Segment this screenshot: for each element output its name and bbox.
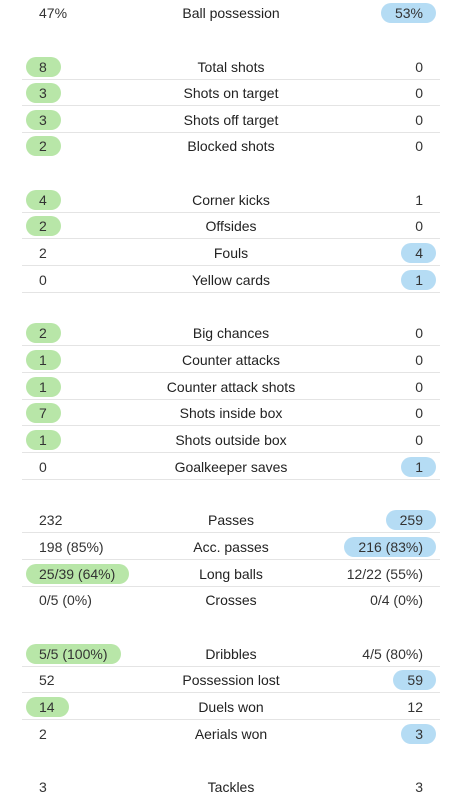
stat-row-shots-off-target: 3 Shots off target 0 (22, 107, 440, 133)
home-value: 4 (26, 190, 61, 210)
stat-label: Big chances (192, 325, 270, 341)
away-value: 0 (415, 432, 423, 448)
home-value: 198 (85%) (39, 539, 104, 555)
home-value: 3 (26, 83, 61, 103)
away-value: 0 (415, 218, 423, 234)
away-value: 0 (415, 352, 423, 368)
stat-label: Acc. passes (193, 539, 269, 555)
home-value: 52 (39, 672, 55, 688)
away-value: 53% (380, 3, 436, 23)
stat-label: Passes (208, 512, 254, 528)
away-value: 59 (393, 670, 436, 690)
stat-row-aerials-won: 2 Aerials won 3 (22, 721, 440, 747)
away-value: 0 (415, 85, 423, 101)
home-value: 25/39 (64%) (26, 564, 130, 584)
away-value: 1 (401, 457, 436, 477)
home-value: 2 (26, 136, 61, 156)
stat-label: Possession lost (182, 672, 280, 688)
stat-row-blocked-shots: 2 Blocked shots 0 (22, 133, 440, 159)
home-value: 14 (26, 697, 69, 717)
away-value: 3 (415, 779, 423, 795)
stat-label: Counter attacks (181, 352, 281, 368)
home-value: 2 (26, 216, 61, 236)
stat-label: Goalkeeper saves (174, 459, 288, 475)
stat-row-counter-attack-shots: 1 Counter attack shots 0 (22, 374, 440, 400)
home-value: 1 (26, 430, 61, 450)
stat-label: Corner kicks (192, 192, 270, 208)
away-value: 0 (415, 59, 423, 75)
stat-row-dribbles: 5/5 (100%) Dribbles 4/5 (80%) (22, 641, 440, 667)
home-value: 7 (26, 403, 61, 423)
stat-row-offsides: 2 Offsides 0 (22, 213, 440, 239)
stat-row-shots-outside-box: 1 Shots outside box 0 (22, 427, 440, 453)
away-value: 0/4 (0%) (370, 592, 423, 608)
stat-label: Long balls (199, 566, 263, 582)
home-value: 0 (39, 272, 47, 288)
home-value: 3 (26, 110, 61, 130)
stat-row-possession-lost: 52 Possession lost 59 (22, 667, 440, 693)
home-value: 0/5 (0%) (39, 592, 92, 608)
stat-row-goalkeeper-saves: 0 Goalkeeper saves 1 (22, 454, 440, 480)
home-value: 0 (39, 459, 47, 475)
stat-label: Duels won (198, 699, 264, 715)
stat-row-long-balls: 25/39 (64%) Long balls 12/22 (55%) (22, 561, 440, 587)
home-value: 232 (39, 512, 63, 528)
stat-label: Shots off target (183, 112, 279, 128)
stat-label: Ball possession (182, 5, 280, 21)
away-value: 1 (415, 192, 423, 208)
away-value: 1 (401, 270, 436, 290)
home-value: 1 (26, 350, 61, 370)
away-value: 4 (401, 243, 436, 263)
stat-label: Tackles (207, 779, 255, 795)
away-value: 0 (415, 325, 423, 341)
home-value: 3 (39, 779, 47, 795)
home-value: 1 (26, 377, 61, 397)
stat-row-fouls: 2 Fouls 4 (22, 240, 440, 266)
home-value: 2 (26, 323, 61, 343)
stat-row-crosses: 0/5 (0%) Crosses 0/4 (0%) (22, 587, 440, 613)
stat-row-yellow-cards: 0 Yellow cards 1 (22, 267, 440, 293)
stat-label: Shots on target (183, 85, 279, 101)
stat-label: Shots inside box (179, 405, 283, 421)
away-value: 12/22 (55%) (346, 566, 423, 582)
home-value: 8 (26, 57, 61, 77)
stat-label: Blocked shots (187, 138, 275, 154)
stat-row-tackles: 3 Tackles 3 (22, 774, 440, 800)
away-value: 0 (415, 112, 423, 128)
away-value: 0 (415, 138, 423, 154)
stat-row-acc-passes: 198 (85%) Acc. passes 216 (83%) (22, 534, 440, 560)
stat-label: Dribbles (205, 646, 257, 662)
away-value: 0 (415, 405, 423, 421)
stat-label: Fouls (213, 245, 249, 261)
stat-row-total-shots: 8 Total shots 0 (22, 54, 440, 80)
stat-label: Total shots (197, 59, 265, 75)
stat-label: Counter attack shots (166, 379, 296, 395)
stat-label: Crosses (205, 592, 257, 608)
stat-row-shots-inside-box: 7 Shots inside box 0 (22, 400, 440, 426)
stat-row-corner-kicks: 4 Corner kicks 1 (22, 187, 440, 213)
away-value: 0 (415, 379, 423, 395)
stat-row-counter-attacks: 1 Counter attacks 0 (22, 347, 440, 373)
away-value: 216 (83%) (344, 537, 436, 557)
stat-row-passes: 232 Passes 259 (22, 507, 440, 533)
stat-row-shots-on-target: 3 Shots on target 0 (22, 80, 440, 106)
stat-label: Offsides (205, 218, 257, 234)
home-value: 2 (39, 726, 47, 742)
away-value: 3 (401, 724, 436, 744)
stat-label: Yellow cards (191, 272, 271, 288)
stat-row-ball-possession: 47% Ball possession 53% (22, 0, 440, 26)
away-value: 4/5 (80%) (362, 646, 423, 662)
stat-row-duels-won: 14 Duels won 12 (22, 694, 440, 720)
home-value: 2 (39, 245, 47, 261)
stat-label: Shots outside box (175, 432, 287, 448)
stat-label: Aerials won (194, 726, 268, 742)
away-value: 12 (407, 699, 423, 715)
home-value: 47% (39, 5, 68, 21)
stat-row-big-chances: 2 Big chances 0 (22, 320, 440, 346)
home-value: 5/5 (100%) (26, 644, 122, 664)
away-value: 259 (385, 510, 436, 530)
